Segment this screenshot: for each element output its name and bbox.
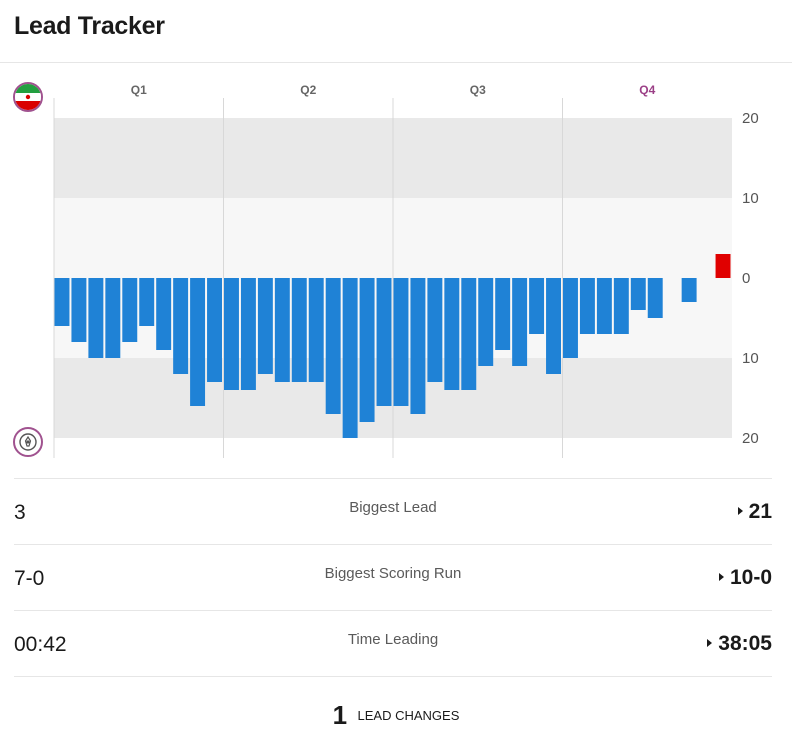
lead-bar <box>613 278 629 334</box>
lead-bar <box>308 278 324 382</box>
y-tick-label: 20 <box>742 110 759 127</box>
top-team-biggest-lead: 3 <box>14 501 26 524</box>
top-team-time-leading: 00:42 <box>14 633 67 656</box>
lead-bar <box>173 278 189 374</box>
caret-right-icon <box>718 573 724 581</box>
team-crest-icon <box>19 433 37 451</box>
lead-bar <box>376 278 392 406</box>
lead-bar <box>240 278 256 390</box>
bottom-team-biggest-lead: 21 <box>737 500 772 524</box>
lead-bar <box>630 278 646 310</box>
lead-bar <box>54 278 70 326</box>
lead-bar <box>444 278 460 390</box>
lead-changes-label: LEAD CHANGES <box>357 708 460 723</box>
title-divider <box>0 62 792 63</box>
lead-bar <box>359 278 375 422</box>
lead-bar <box>529 278 545 334</box>
quarter-label-q1: Q1 <box>131 83 147 97</box>
lead-bar <box>257 278 273 374</box>
top-team-biggest-run: 7-0 <box>14 567 45 590</box>
bottom-team-biggest-run: 10-0 <box>718 566 772 590</box>
y-tick-label: 20 <box>742 430 759 447</box>
lead-bar <box>342 278 358 438</box>
lead-bar <box>224 278 239 390</box>
lead-bar <box>139 278 155 326</box>
lead-bar <box>546 278 561 374</box>
lead-bar <box>325 278 341 414</box>
y-tick-label: 10 <box>742 190 759 207</box>
stat-row-biggest-scoring-run: 7-0 Biggest Scoring Run 10-0 <box>14 544 772 610</box>
caret-right-icon <box>737 507 743 515</box>
bottom-team-time-leading: 38:05 <box>707 632 772 656</box>
y-tick-label: 0 <box>742 270 750 287</box>
lead-bar <box>495 278 511 350</box>
lead-changes-count: 1 <box>332 700 348 730</box>
lead-bar <box>478 278 494 366</box>
lead-bar <box>461 278 477 390</box>
stat-label-time-leading: Time Leading <box>347 631 439 648</box>
lead-bar <box>207 278 222 382</box>
quarter-label-q4: Q4 <box>639 83 655 97</box>
lead-bar <box>291 278 307 382</box>
lead-bar <box>274 278 290 382</box>
lead-bar <box>563 278 578 358</box>
lead-bar <box>393 278 409 406</box>
stat-row-biggest-lead: 3 Biggest Lead 21 <box>14 478 772 544</box>
stat-label-biggest-scoring-run: Biggest Scoring Run <box>324 565 462 582</box>
lead-bar <box>715 254 731 278</box>
bottom-team-logo[interactable] <box>13 427 43 457</box>
lead-bar <box>427 278 443 382</box>
lead-bar <box>156 278 172 350</box>
page-title: Lead Tracker <box>14 12 165 40</box>
lead-bar <box>647 278 663 318</box>
stats-bottom-divider <box>14 676 772 677</box>
lead-bar <box>105 278 121 358</box>
lead-bar <box>596 278 612 334</box>
lead-bar <box>579 278 595 334</box>
lead-bar <box>71 278 87 342</box>
lead-bar <box>681 278 697 302</box>
lead-bar <box>410 278 426 414</box>
iran-flag-icon <box>15 84 41 110</box>
caret-right-icon <box>707 639 713 647</box>
lead-tracker-chart: Q1 Q2 Q3 Q4 20 10 0 10 20 <box>53 83 759 458</box>
lead-changes: 1 LEAD CHANGES <box>0 700 792 731</box>
quarter-label-q3: Q3 <box>470 83 486 97</box>
lead-bar <box>190 278 206 406</box>
lead-bar <box>512 278 528 366</box>
stat-label-biggest-lead: Biggest Lead <box>349 499 437 516</box>
lead-bar <box>122 278 138 342</box>
lead-bar <box>88 278 104 358</box>
top-team-logo[interactable] <box>13 82 43 112</box>
quarter-label-q2: Q2 <box>300 83 316 97</box>
stat-row-time-leading: 00:42 Time Leading 38:05 <box>14 610 772 676</box>
y-tick-label: 10 <box>742 350 759 367</box>
